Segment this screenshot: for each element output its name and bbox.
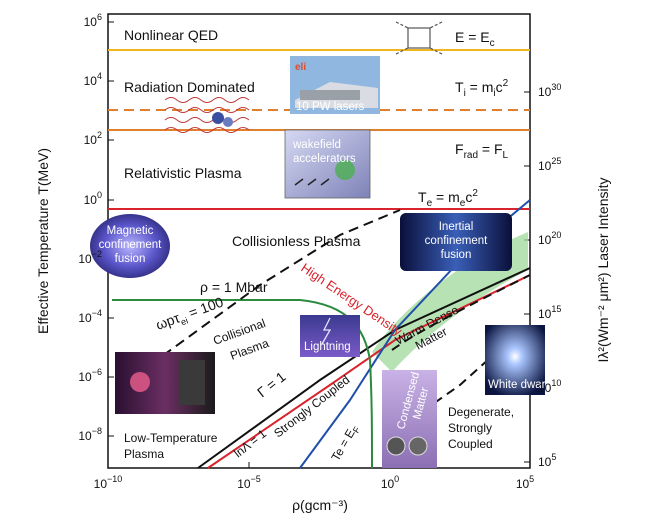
x-tick: 100 (381, 474, 399, 491)
rho-mbar-line (112, 299, 373, 469)
lnlambda-line (207, 274, 531, 469)
eq-frad: Frad = FL (455, 141, 509, 161)
eq-te: Te = mec2 (418, 188, 478, 209)
x-tick: 10−5 (237, 474, 261, 491)
region-degenerate-2: Strongly (448, 421, 492, 435)
radiation-illustration (164, 97, 250, 133)
region-nonlinear-qed: Nonlinear QED (124, 27, 218, 43)
region-radiation-dominated: Radiation Dominated (124, 79, 255, 95)
magnetic-label-1: Magnetic (107, 225, 154, 237)
y-left-tick: 102 (84, 130, 102, 147)
low-temperature-image (115, 352, 215, 414)
wakefield-image: wakefield accelerators (284, 129, 371, 199)
eli-logo: eli (295, 62, 306, 73)
y-left-tick: 106 (84, 12, 102, 29)
condensed-matter-image: Condensed Matter (382, 370, 437, 468)
region-degenerate-3: Coupled (448, 437, 493, 451)
hed-curve (391, 274, 531, 351)
feynman-box-icon (395, 21, 443, 55)
region-low-temperature-2: Plasma (124, 447, 164, 461)
pw-lasers-image: eli 10 PW lasers (290, 56, 380, 114)
lightning-label: Lightning (304, 341, 351, 353)
x-tick: 10−10 (94, 474, 123, 491)
y-right-tick: 105 (538, 452, 556, 469)
y-right-tick: 1010 (538, 378, 561, 395)
magnetic-confinement-image: Magnetic confinement fusion (90, 214, 170, 278)
inertial-label-3: fusion (441, 249, 472, 261)
y-right-tick: 1020 (538, 230, 561, 247)
wakefield-label-2: accelerators (293, 153, 356, 165)
eq-rho-mbar: ρ = 1 Mbar (200, 279, 268, 295)
y-left-tick: 104 (84, 71, 102, 88)
y-right-axis-label: Iλ²(Wm⁻² μm²) Laser Intensity (595, 177, 611, 362)
region-relativistic-plasma: Relativistic Plasma (124, 165, 242, 181)
y-left-tick: 10−4 (78, 308, 102, 325)
y-right-tick: 1015 (538, 304, 561, 321)
y-right-tick: 1025 (538, 156, 561, 173)
y-left-tick: 10−2 (78, 249, 102, 266)
tick-marks (107, 21, 531, 468)
inertial-label-1: Inertial (439, 221, 474, 233)
x-tick-labels: 10−10 10−5 100 105 (94, 474, 535, 491)
region-low-temperature-1: Low-Temperature (124, 431, 218, 445)
omega-dashed-line (149, 209, 401, 366)
magnetic-label-2: confinement (99, 239, 162, 251)
y-right-tick-labels: 1030 1025 1020 1015 1010 105 (538, 82, 561, 469)
white-dwarf-image: White dwarf (485, 325, 550, 395)
eq-ti: Ti = mic2 (455, 78, 509, 99)
region-degenerate-1: Degenerate, (448, 405, 514, 419)
y-left-tick: 10−6 (78, 367, 102, 384)
y-left-tick-labels: 106 104 102 100 10−2 10−4 10−6 10−8 (78, 12, 102, 443)
eq-e-ec: E = Ec (455, 29, 495, 49)
y-right-tick: 1030 (538, 82, 561, 99)
x-tick: 105 (516, 474, 534, 491)
lightning-image: Lightning (300, 315, 360, 357)
pw-lasers-label: 10 PW lasers (296, 101, 365, 113)
x-axis-label: ρ(gcm⁻³) (292, 497, 348, 513)
inertial-confinement-image: Inertial confinement fusion (400, 213, 512, 271)
region-collisionless-plasma: Collisionless Plasma (232, 233, 361, 249)
inertial-label-2: confinement (425, 235, 488, 247)
y-left-tick: 10−8 (78, 426, 102, 443)
white-dwarf-label: White dwarf (488, 379, 550, 391)
y-left-axis-label: Effective Temperature T(MeV) (35, 148, 51, 334)
wakefield-label-1: wakefield (292, 139, 341, 151)
y-left-tick: 100 (84, 190, 102, 207)
magnetic-label-3: fusion (115, 253, 146, 265)
